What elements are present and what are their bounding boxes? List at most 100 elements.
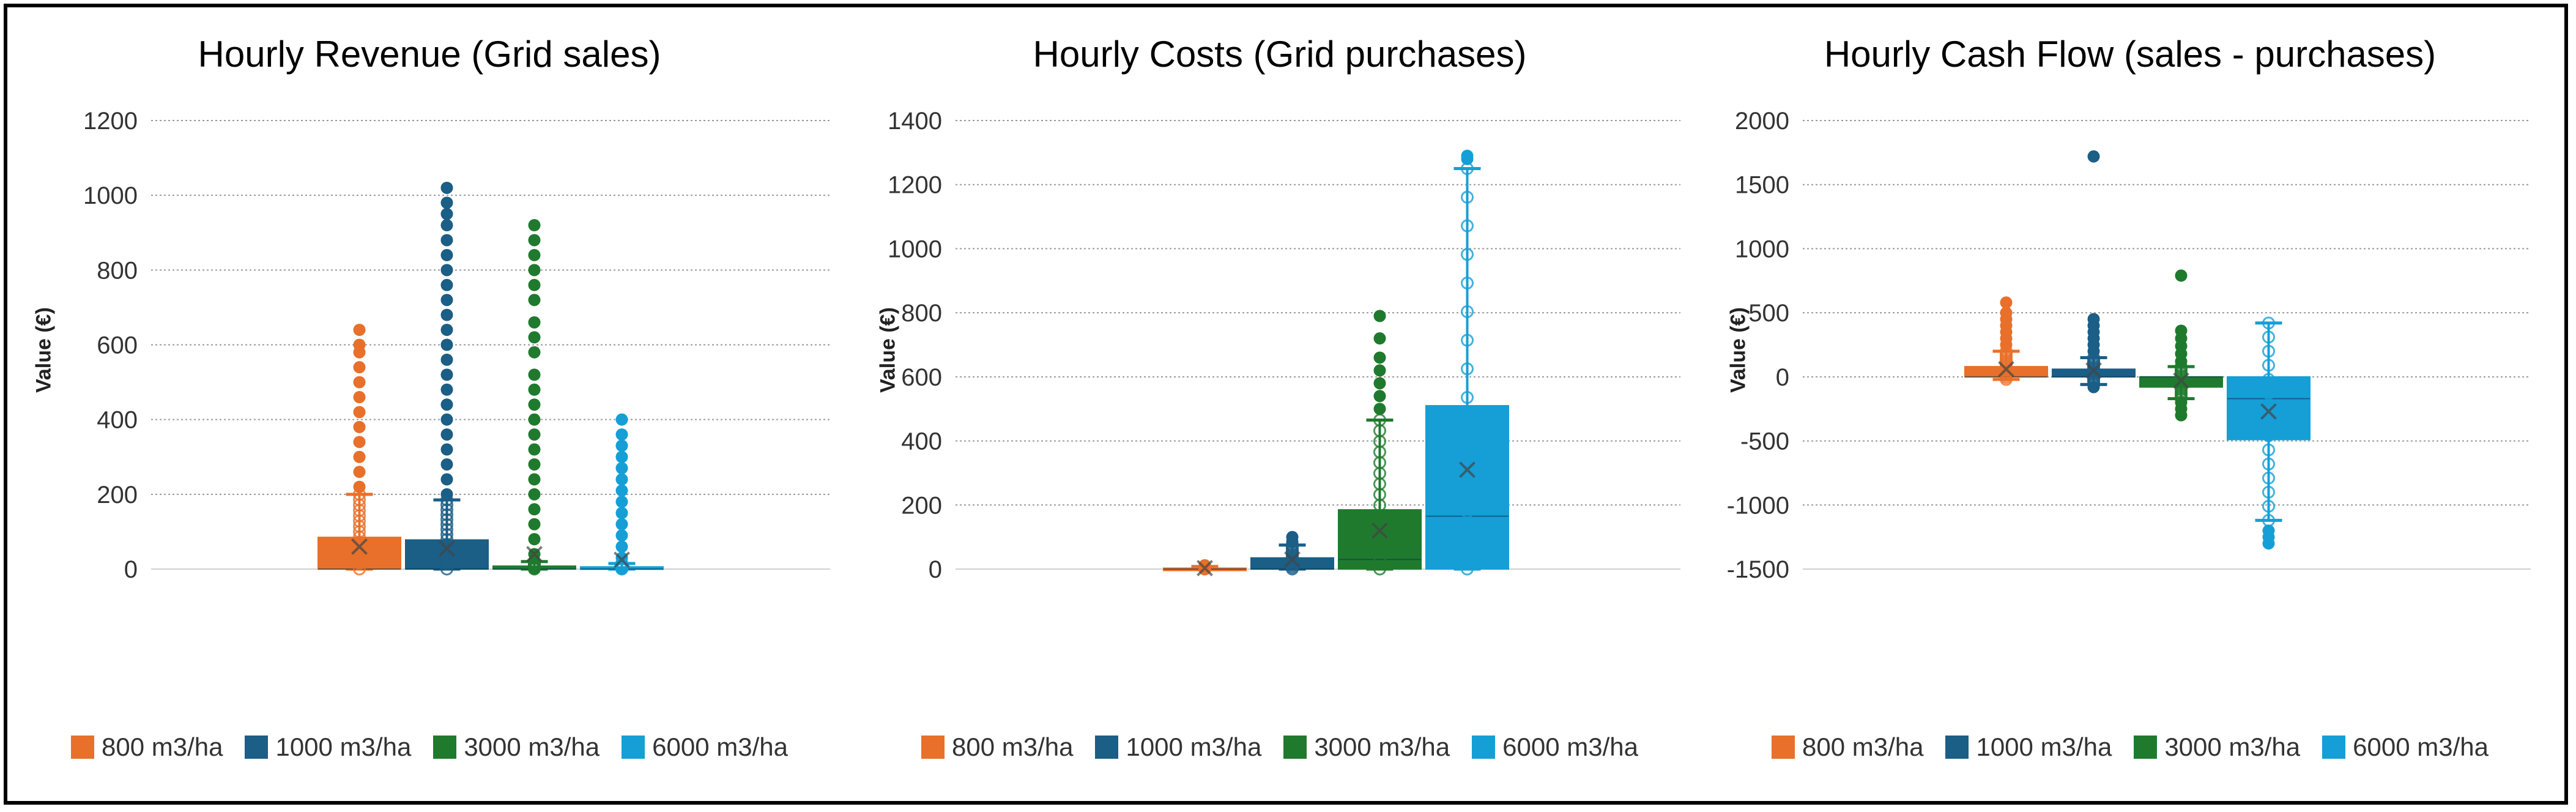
outlier-point: [440, 473, 453, 486]
outlier-point: [615, 507, 628, 520]
inner-point: [440, 518, 453, 531]
outlier-point: [528, 346, 541, 359]
outlier-point: [615, 473, 628, 486]
y-tick-label: 1400: [888, 108, 942, 135]
inner-point: [440, 508, 453, 521]
y-tick-label: 200: [97, 482, 138, 508]
legend-label: 6000 m3/ha: [2353, 732, 2489, 761]
legend-label: 3000 m3/ha: [1314, 732, 1450, 761]
inner-point: [1461, 333, 1474, 347]
inner-point: [440, 523, 453, 536]
inner-point: [2262, 316, 2275, 330]
outlier-point: [528, 458, 541, 471]
legend-swatch-1000: [1945, 736, 1969, 759]
outlier-point: [440, 324, 453, 337]
inner-point: [2262, 415, 2275, 428]
outlier-point: [440, 248, 453, 261]
outlier-point: [353, 361, 366, 374]
inner-point: [440, 533, 453, 546]
outlier-point: [353, 376, 366, 389]
outlier-point: [353, 466, 366, 479]
legend: 800 m3/ha 1000 m3/ha 3000 m3/ha 6000 m3/…: [858, 732, 1702, 762]
legend-swatch-3000: [2134, 736, 2158, 759]
inner-point: [440, 557, 453, 571]
legend-swatch-800: [1771, 736, 1795, 759]
y-tick-label: 1000: [1735, 236, 1789, 263]
legend: 800 m3/ha 1000 m3/ha 3000 m3/ha 6000 m3/…: [7, 732, 852, 762]
legend-label: 6000 m3/ha: [652, 732, 788, 761]
inner-point: [1461, 505, 1474, 519]
outlier-point: [615, 413, 628, 426]
outlier-point: [353, 480, 366, 493]
y-tick-label: 1500: [1735, 172, 1789, 199]
box-series-3: [1425, 149, 1509, 576]
inner-point: [440, 513, 453, 526]
legend-swatch-6000: [622, 736, 645, 759]
legend-label: 1000 m3/ha: [1976, 732, 2112, 761]
outlier-point: [615, 551, 628, 564]
inner-point: [2262, 359, 2275, 372]
y-tick-label: 600: [901, 364, 942, 391]
legend-swatch-800: [70, 736, 94, 759]
inner-point: [2262, 429, 2275, 442]
outlier-point: [1373, 403, 1386, 415]
y-tick-label: 500: [1748, 300, 1789, 327]
outlier-point: [440, 353, 453, 366]
inner-point: [353, 493, 366, 507]
box-series-3: [2227, 316, 2311, 550]
y-tick-label: 800: [97, 257, 138, 284]
box-iqr: [1425, 404, 1509, 570]
outlier-point: [2000, 307, 2013, 319]
inner-point: [440, 503, 453, 516]
outlier-point: [528, 488, 541, 501]
outlier-point: [440, 458, 453, 471]
box-series-2: [492, 219, 576, 576]
legend-swatch-6000: [1472, 736, 1496, 759]
inner-point: [440, 562, 453, 576]
y-tick-label: 0: [1776, 364, 1789, 391]
outlier-point: [2175, 409, 2188, 422]
inner-point: [1461, 391, 1474, 404]
mean-marker: [351, 538, 368, 555]
legend-item-3000: 3000 m3/ha: [2134, 732, 2300, 762]
legend-label: 3000 m3/ha: [2164, 732, 2301, 761]
y-tick-label: 400: [97, 407, 138, 434]
inner-point: [440, 553, 453, 566]
outlier-point: [1373, 310, 1386, 322]
outlier-point: [615, 496, 628, 508]
legend-label: 6000 m3/ha: [1502, 732, 1638, 761]
outlier-point: [440, 278, 453, 291]
outlier-point: [528, 413, 541, 426]
legend-swatch-3000: [433, 736, 457, 759]
inner-point: [2262, 345, 2275, 358]
outlier-point: [528, 473, 541, 486]
box-series-0: [1163, 559, 1247, 576]
outlier-point: [440, 234, 453, 247]
y-tick-label: 800: [901, 300, 942, 327]
inner-point: [2262, 499, 2275, 513]
inner-point: [440, 543, 453, 556]
outlier-point: [528, 316, 541, 329]
chart-plot-cashflow: -1500 -1000 -500 0 500 1000 1500 2000: [1727, 108, 2531, 583]
outlier-point: [528, 533, 541, 546]
outlier-point: [2175, 324, 2188, 337]
outlier-point: [2087, 381, 2100, 393]
legend-label: 1000 m3/ha: [275, 732, 412, 761]
mean-marker: [439, 540, 455, 557]
chart-plot-costs: 0 200 400 600 800 1000 1200 1400: [888, 108, 1680, 583]
outlier-point: [528, 518, 541, 531]
outlier-point: [2175, 269, 2188, 282]
outlier-point: [615, 518, 628, 531]
mean-marker: [1284, 551, 1301, 568]
legend-swatch-1000: [1095, 736, 1119, 759]
y-tick-label: 1000: [83, 182, 138, 209]
outlier-point: [353, 420, 366, 433]
mean-marker: [1459, 461, 1475, 479]
legend-swatch-3000: [1283, 736, 1307, 759]
legend-label: 800 m3/ha: [1802, 732, 1924, 761]
box-iqr: [1338, 509, 1422, 570]
outlier-point: [528, 368, 541, 381]
outlier-point: [440, 207, 453, 220]
legend-swatch-6000: [2322, 736, 2346, 759]
